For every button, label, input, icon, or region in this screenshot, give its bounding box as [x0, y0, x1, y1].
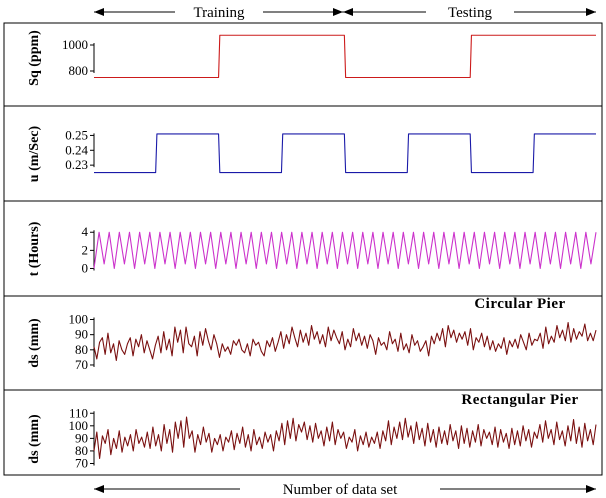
- series-line-1: [93, 321, 597, 361]
- training-arrow-left-head: [94, 8, 104, 16]
- y-tick-label: 0.23: [65, 157, 88, 172]
- y-axis-label: ds (mm): [27, 414, 42, 464]
- y-tick-label: 70: [75, 455, 88, 470]
- y-tick-label: 2: [82, 242, 89, 257]
- panel-1: Sq (ppm) 800 1000: [27, 30, 596, 86]
- x-axis-footer: Number of data set: [94, 478, 596, 498]
- panel-annotation: Rectangular Pier: [461, 392, 578, 408]
- x-axis-label: Number of data set: [283, 482, 398, 498]
- series-line-1: [94, 133, 596, 174]
- y-tick-label: 110: [69, 405, 88, 420]
- y-tick-label: 0: [82, 260, 89, 275]
- training-label-bg: [175, 1, 263, 21]
- y-tick-label: 80: [75, 443, 88, 458]
- testing-label: Testing: [448, 5, 492, 21]
- x-axis-arrow-right-head: [586, 485, 596, 493]
- y-tick-label: 100: [69, 418, 89, 433]
- training-label: Training: [193, 5, 245, 21]
- panel-annotation: Circular Pier: [474, 296, 565, 312]
- phase-header: Training Testing: [94, 1, 596, 21]
- y-tick-label: 800: [69, 63, 89, 78]
- training-arrow-right-head: [333, 8, 343, 16]
- testing-arrow-left-head: [343, 8, 353, 16]
- y-tick-label: 0.25: [65, 127, 88, 142]
- series-line-1: [94, 34, 596, 79]
- testing-label-bg: [426, 1, 514, 21]
- y-tick-label: 0.24: [65, 142, 88, 157]
- y-tick-label: 70: [75, 357, 88, 372]
- y-tick-label: 100: [69, 312, 89, 327]
- y-tick-label: 1000: [62, 37, 88, 52]
- y-axis-label: t (Hours): [27, 221, 42, 276]
- x-axis-arrow-left-head: [94, 485, 104, 493]
- series-line-1: [93, 416, 597, 460]
- y-axis-label: ds (mm): [27, 318, 42, 368]
- y-tick-label: 90: [75, 430, 88, 445]
- y-tick-label: 90: [75, 327, 88, 342]
- panel-3: t (Hours) 0 2 4: [27, 221, 597, 276]
- y-tick-label: 4: [82, 224, 89, 239]
- y-axis-label: u (m/Sec): [27, 125, 42, 182]
- series-line-1: [93, 231, 597, 270]
- figure-frame: [3, 22, 603, 476]
- testing-arrow-right-head: [586, 8, 596, 16]
- y-tick-label: 80: [75, 342, 88, 357]
- x-axis-label-bg: [240, 478, 440, 498]
- y-axis-label: Sq (ppm): [27, 30, 42, 86]
- panel-2: u (m/Sec) 0.230.240.25: [27, 125, 596, 182]
